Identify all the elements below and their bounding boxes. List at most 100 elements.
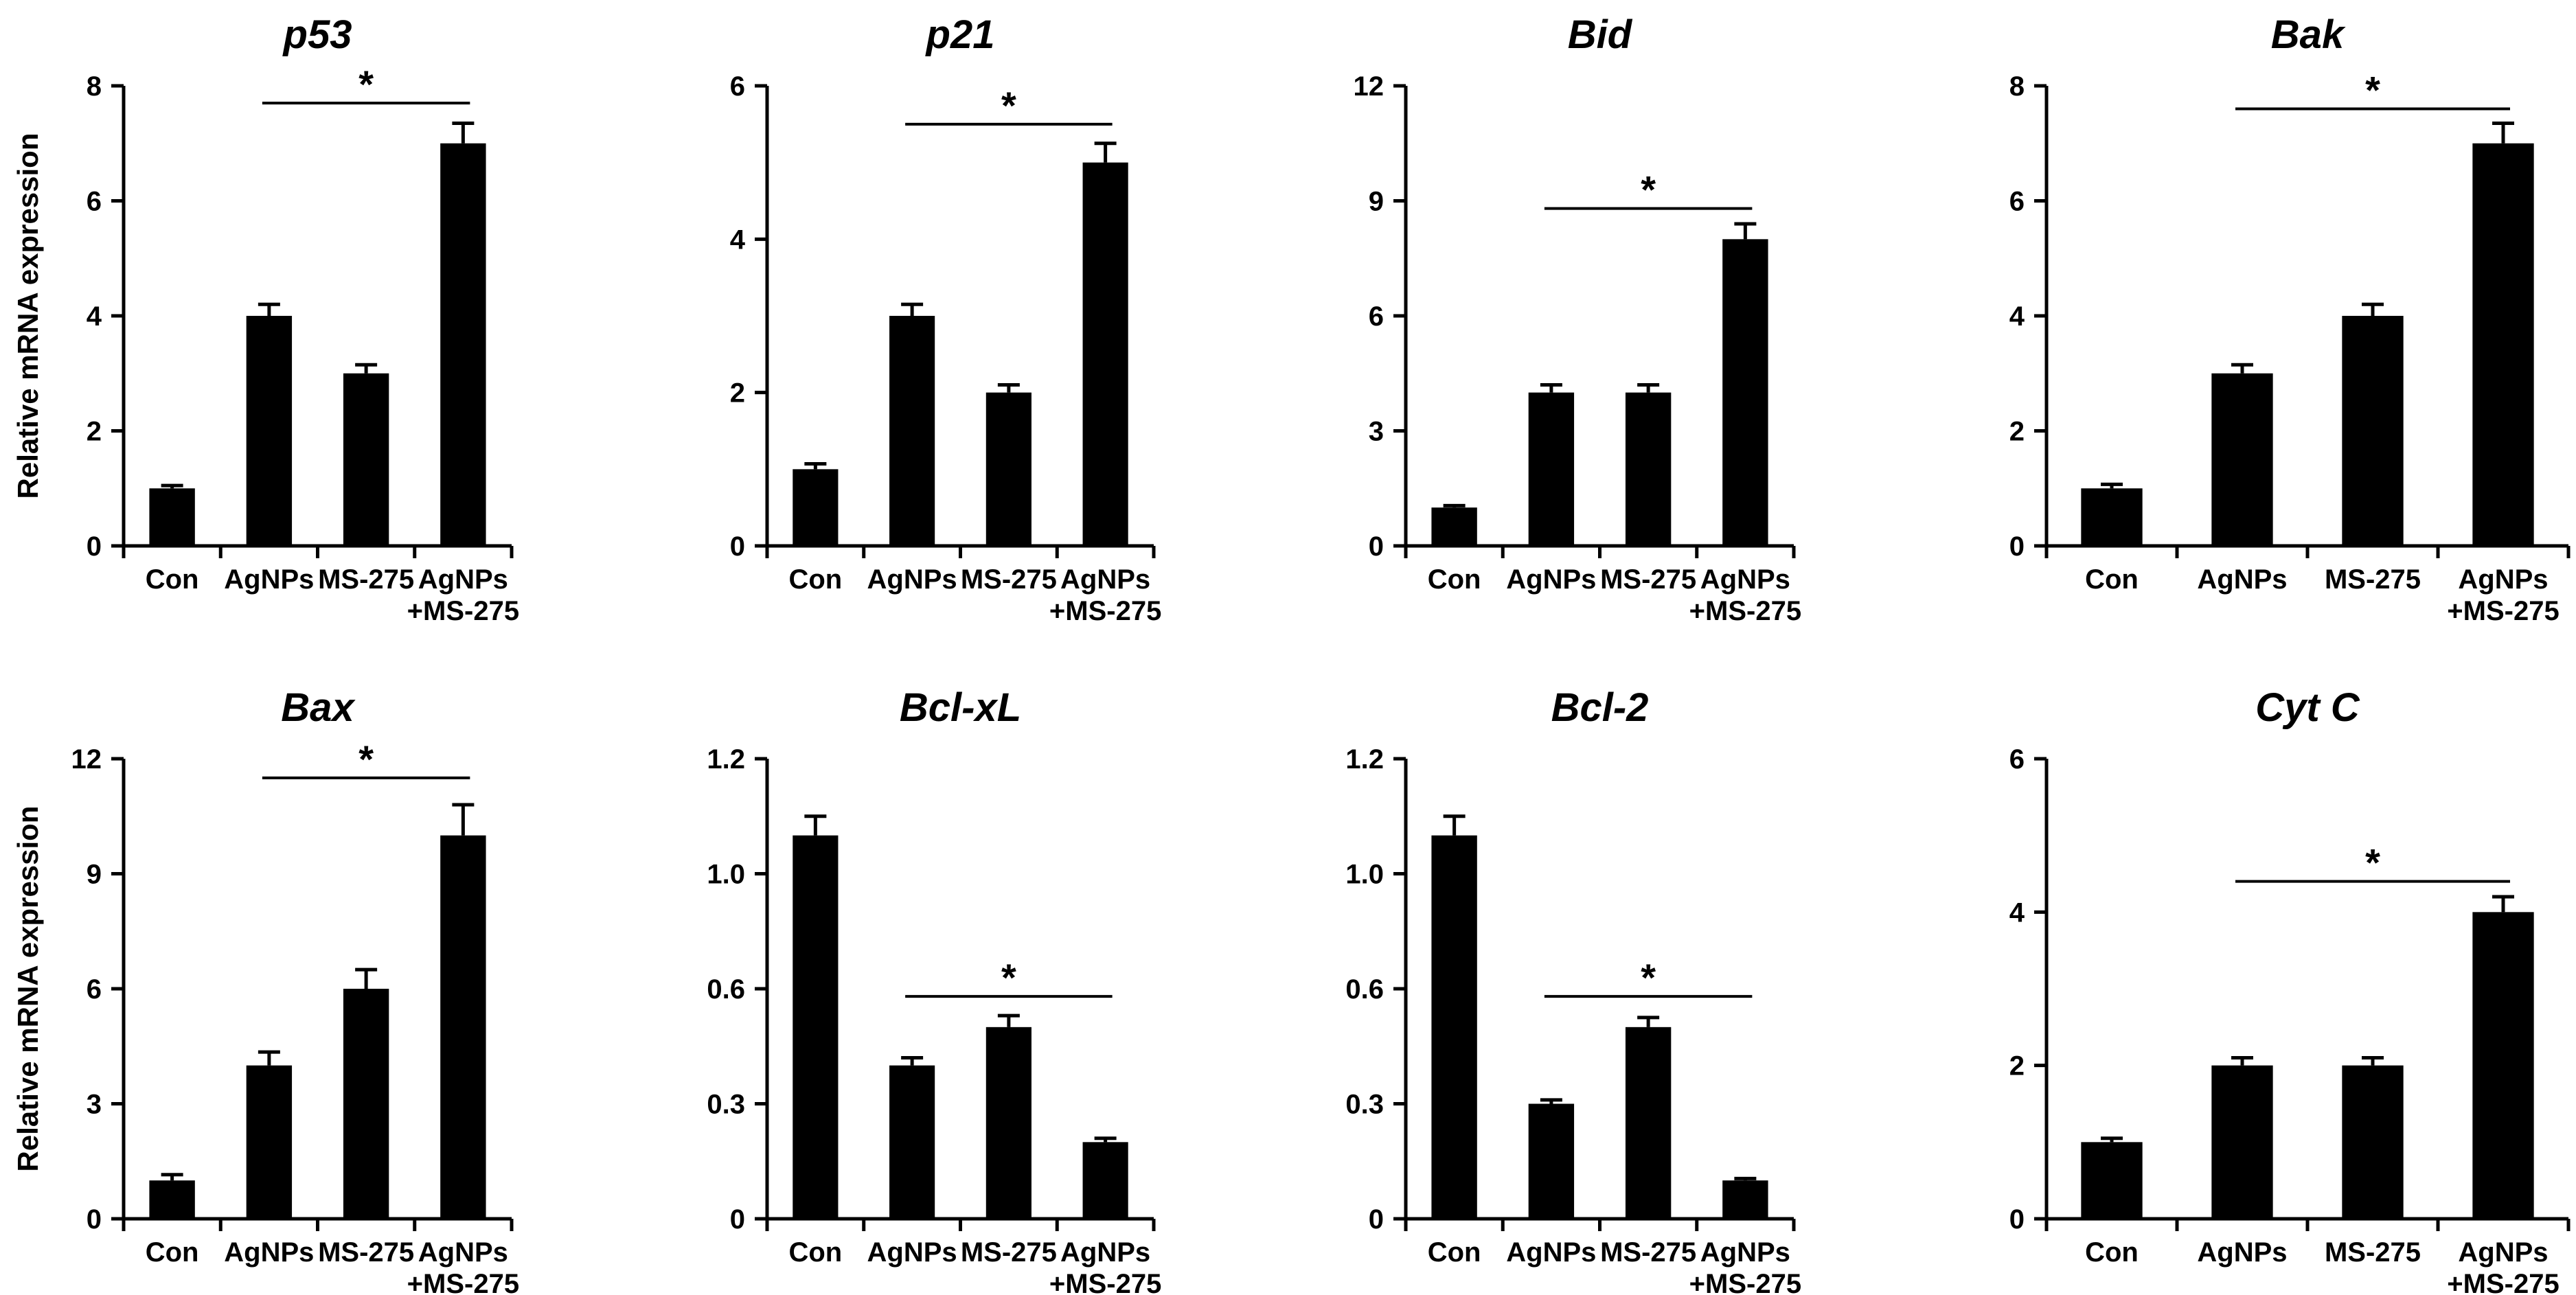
category-label: MS-275 — [961, 1237, 1057, 1268]
bar — [2472, 143, 2534, 546]
y-tick-label: 9 — [1369, 187, 1384, 217]
panel-title: Bcl-2 — [1551, 685, 1649, 730]
category-label: Con — [2085, 564, 2139, 595]
y-tick-label: 6 — [1369, 301, 1384, 332]
y-tick-label: 1.2 — [1345, 744, 1384, 775]
y-tick-label: 2 — [2009, 417, 2025, 447]
bar — [1722, 1180, 1768, 1219]
category-label-line: Con — [788, 1237, 842, 1268]
panel-title: Bak — [2271, 12, 2346, 57]
category-label-line: AgNPs — [224, 564, 314, 595]
y-tick-label: 0.6 — [1345, 974, 1384, 1005]
bar — [2081, 1142, 2143, 1219]
y-tick-label: 3 — [87, 1090, 102, 1120]
category-label: MS-275 — [318, 1237, 414, 1268]
bar — [889, 316, 935, 546]
category-label: MS-275 — [2325, 564, 2421, 595]
category-label: AgNPs — [1506, 1237, 1596, 1268]
y-tick-label: 2 — [2009, 1051, 2025, 1081]
bar — [2211, 1065, 2273, 1219]
category-label: AgNPs — [2197, 1237, 2287, 1268]
y-tick-label: 6 — [87, 187, 102, 217]
category-label-line: MS-275 — [1600, 1237, 1696, 1268]
category-label: MS-275 — [961, 564, 1057, 595]
category-label-line: +MS-275 — [1689, 1269, 1801, 1295]
panel-title: Cyt C — [2255, 685, 2360, 730]
category-label-line: +MS-275 — [1689, 596, 1801, 626]
category-label: AgNPs — [224, 1237, 314, 1268]
category-label-line: AgNPs — [2458, 1237, 2548, 1268]
y-tick-label: 0 — [1369, 1204, 1384, 1235]
y-tick-label: 12 — [1354, 71, 1384, 102]
bar — [985, 392, 1031, 546]
y-tick-label: 6 — [2009, 187, 2025, 217]
y-tick-label: 12 — [71, 744, 102, 775]
panel-title: p21 — [925, 12, 995, 57]
category-label-line: MS-275 — [1600, 564, 1696, 595]
y-tick-label: 0.3 — [707, 1090, 745, 1120]
bar — [1625, 392, 1672, 546]
bar — [2342, 316, 2404, 546]
significance-star: * — [2365, 69, 2380, 112]
category-label: AgNPs — [867, 564, 957, 595]
category-label-line: +MS-275 — [1049, 1269, 1161, 1295]
category-label-line: AgNPs — [1700, 1237, 1790, 1268]
y-tick-label: 8 — [87, 71, 102, 102]
category-label: MS-275 — [1600, 1237, 1696, 1268]
category-label-line: +MS-275 — [1049, 596, 1161, 626]
bar — [2081, 488, 2143, 546]
category-label-line: AgNPs — [1506, 564, 1596, 595]
category-label: Con — [788, 1237, 842, 1268]
y-axis-label: Relative mRNA expression — [12, 133, 44, 499]
category-label-line: MS-275 — [961, 564, 1057, 595]
category-label-line: AgNPs — [1060, 1237, 1150, 1268]
y-tick-label: 0 — [730, 531, 745, 562]
category-label: AgNPs +MS-275 — [1689, 1237, 1801, 1295]
category-label: MS-275 — [1600, 564, 1696, 595]
y-tick-label: 6 — [2009, 744, 2025, 775]
bar — [440, 143, 486, 546]
category-label: Con — [146, 1237, 199, 1268]
significance-star: * — [1641, 168, 1656, 211]
category-label: Con — [146, 564, 199, 595]
significance-star: * — [358, 62, 374, 106]
y-tick-label: 4 — [2009, 897, 2025, 928]
bar — [889, 1065, 935, 1219]
y-tick-label: 2 — [730, 378, 745, 409]
significance-star: * — [1641, 956, 1656, 999]
category-label-line: Con — [788, 564, 842, 595]
category-label: Con — [788, 564, 842, 595]
category-label: AgNPs +MS-275 — [407, 564, 519, 626]
category-label-line: MS-275 — [318, 1237, 414, 1268]
category-label: AgNPs +MS-275 — [1689, 564, 1801, 626]
y-tick-label: 0 — [87, 1204, 102, 1235]
bar — [1082, 162, 1128, 546]
y-tick-label: 0.6 — [707, 974, 745, 1005]
category-label-line: Con — [146, 564, 199, 595]
bar — [1528, 392, 1575, 546]
bar — [1528, 1103, 1575, 1219]
category-label-line: +MS-275 — [407, 596, 519, 626]
bar — [149, 488, 195, 546]
y-tick-label: 0.3 — [1345, 1090, 1384, 1120]
panel-title: Bax — [281, 685, 356, 730]
category-label-line: AgNPs — [1060, 564, 1150, 595]
bar — [985, 1027, 1031, 1219]
category-label: AgNPs +MS-275 — [407, 1237, 519, 1295]
bar — [1082, 1142, 1128, 1219]
bar — [2211, 373, 2273, 546]
bar — [246, 1065, 293, 1219]
bar — [2472, 912, 2534, 1219]
category-label-line: AgNPs — [2458, 564, 2548, 595]
bar — [440, 835, 486, 1219]
bar — [343, 989, 389, 1219]
bar — [1431, 507, 1477, 546]
y-tick-label: 4 — [2009, 301, 2025, 332]
category-label: AgNPs +MS-275 — [1049, 564, 1161, 626]
y-tick-label: 0 — [730, 1204, 745, 1235]
